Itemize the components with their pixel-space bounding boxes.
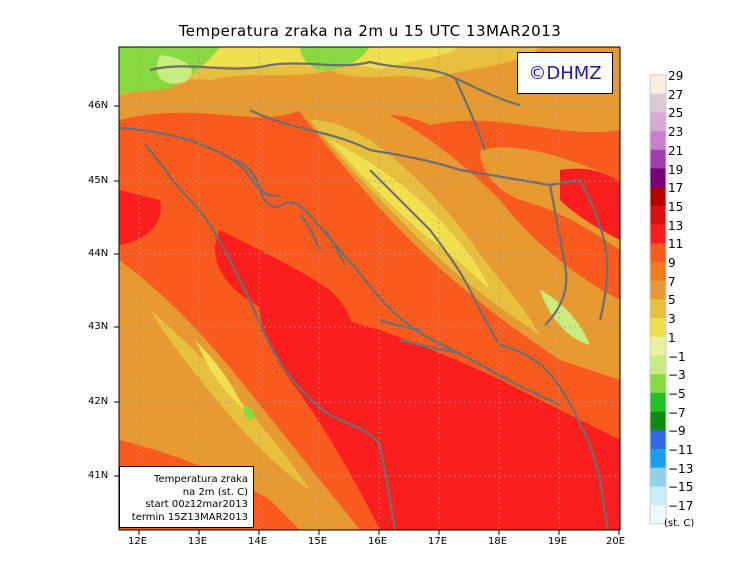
border-hungary (454, 77, 487, 151)
colorbar-swatch (650, 374, 666, 394)
axis-ticks (114, 105, 620, 535)
islands-dalmatia (379, 318, 456, 354)
colorbar (649, 74, 667, 525)
colorbar-units: (st. C) (664, 518, 695, 529)
border-bosnia (369, 169, 501, 346)
colorbar-label: 9 (668, 256, 676, 270)
colorbar-label: 19 (668, 162, 684, 177)
zone-dinaric-pale (330, 140, 490, 290)
lat-tick-44n: 44N (88, 248, 109, 259)
border-serbia (579, 179, 609, 321)
coastline-istria (234, 158, 311, 216)
colorbar-swatch (650, 149, 666, 169)
lon-tick-17e: 17E (428, 536, 448, 547)
lon-tick-13e: 13E (188, 536, 208, 547)
colorbar-label: 23 (668, 125, 684, 140)
colorbar-label: 17 (668, 181, 684, 196)
lon-tick-16e: 16E (368, 536, 388, 547)
colorbar-swatch (650, 168, 666, 188)
map-frame (118, 46, 621, 531)
border-montenegro (499, 343, 582, 426)
info-line-2: na 2m (st. C) (182, 486, 248, 498)
colorbar-swatch (650, 75, 666, 94)
colorbar-swatch (650, 392, 666, 412)
colorbar-label: 5 (668, 293, 676, 308)
colorbar-label: −5 (668, 386, 686, 401)
border-alpine (149, 60, 521, 107)
colorbar-swatch (650, 467, 666, 487)
lat-tick-41n: 41N (88, 470, 109, 481)
colorbar-swatch (650, 280, 666, 300)
colorbar-swatch (650, 486, 666, 506)
map-title: Temperatura zraka na 2m u 15 UTC 13MAR20… (178, 22, 562, 40)
colorbar-label: 3 (668, 312, 676, 327)
lon-tick-15e: 15E (308, 536, 328, 547)
colorbar-label: 21 (668, 143, 684, 158)
lat-tick-46n: 46N (88, 100, 109, 111)
colorbar-swatch (650, 131, 666, 151)
lon-tick-18e: 18E (488, 536, 508, 547)
colorbar-swatch (650, 411, 666, 431)
lon-tick-20e: 20E (606, 536, 626, 547)
colorbar-frame (649, 74, 667, 525)
colorbar-swatch (650, 430, 666, 450)
info-line-3: start 00z12mar2013 (145, 499, 248, 510)
dhmz-logo: ©DHMZ (517, 52, 613, 94)
colorbar-swatch (650, 112, 666, 132)
colorbar-label: −3 (668, 368, 686, 383)
zone-west-red (119, 190, 161, 245)
zone-east-light (540, 290, 590, 345)
lon-tick-12e: 12E (128, 536, 148, 547)
colorbar-label: −7 (668, 405, 686, 420)
colorbar-label: −13 (668, 461, 694, 476)
map-grid (119, 47, 620, 530)
border-croatia-north (369, 148, 581, 187)
colorbar-swatch (650, 318, 666, 338)
colorbar-label: −9 (668, 424, 686, 439)
lon-tick-14e: 14E (248, 536, 268, 547)
colorbar-swatch (650, 449, 666, 468)
lat-tick-45n: 45N (88, 175, 109, 186)
colorbar-label: −1 (668, 349, 686, 364)
colorbar-label: 11 (668, 237, 684, 252)
lat-tick-42n: 42N (88, 396, 109, 407)
info-line-4: termin 15Z13MAR2013 (131, 511, 248, 523)
colorbar-label: 25 (668, 106, 684, 121)
border-bosnia-east (544, 184, 568, 326)
colorbar-swatch (650, 336, 666, 356)
colorbar-label: −17 (668, 499, 694, 514)
border-slovenia-croatia (249, 109, 371, 151)
zone-italy-green (243, 405, 255, 420)
colorbar-swatch (650, 205, 666, 225)
colorbar-label: 13 (668, 218, 684, 233)
coastline-italy (144, 144, 397, 530)
colorbar-swatch (650, 243, 666, 263)
colorbar-swatch (650, 299, 666, 319)
colorbar-label: 29 (668, 69, 684, 83)
colorbar-swatch (650, 262, 666, 281)
info-line-1: Temperatura zraka (154, 474, 248, 485)
zone-central-sea (215, 230, 351, 340)
colorbar-swatch (650, 355, 666, 375)
colorbar-label: 15 (668, 199, 684, 214)
lat-tick-43n: 43N (88, 321, 109, 332)
zone-italy-yellow (150, 310, 310, 490)
colorbar-swatch (650, 93, 666, 113)
info-box: Temperatura zraka na 2m (st. C) start 00… (119, 466, 254, 528)
zone-italy-pale (195, 340, 245, 410)
border-albania (579, 424, 610, 530)
colorbar-label: 1 (668, 330, 676, 345)
colorbar-swatch (650, 187, 666, 207)
colorbar-label: 27 (668, 87, 684, 102)
colorbar-label: 7 (668, 274, 676, 289)
colorbar-label: −11 (668, 443, 694, 457)
zone-adriatic-sea (259, 290, 620, 530)
lon-tick-19e: 19E (548, 536, 568, 547)
colorbar-swatch (650, 224, 666, 244)
colorbar-label: −15 (668, 480, 694, 495)
zone-green-light (156, 55, 192, 84)
colorbar-swatch (650, 505, 666, 525)
zone-east-red (560, 168, 620, 240)
